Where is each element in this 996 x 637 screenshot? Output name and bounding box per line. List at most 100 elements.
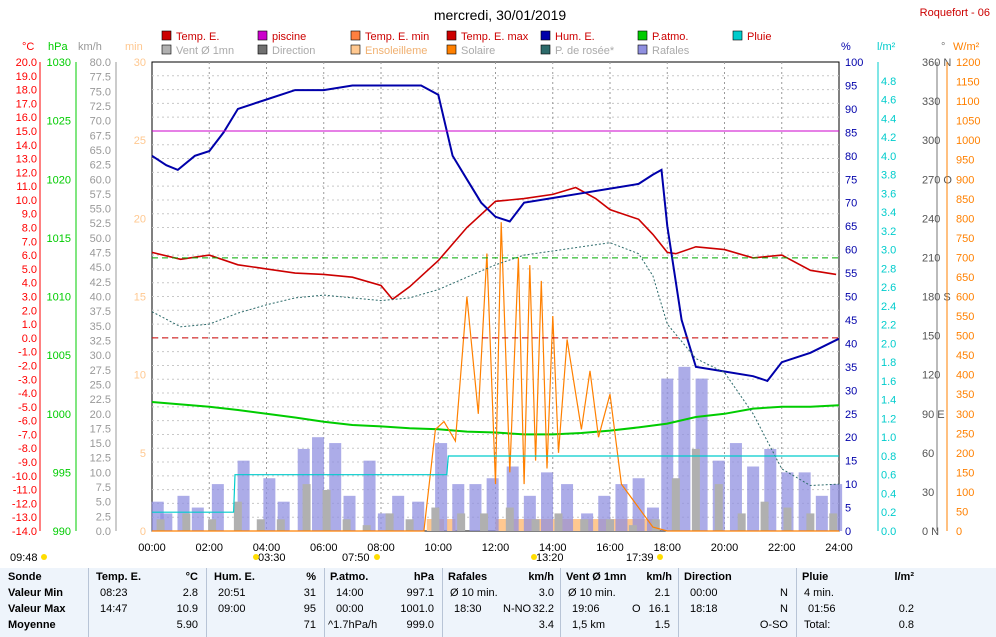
wind-tick-label: 65.0: [90, 145, 111, 157]
legend-label: Vent Ø 1mn: [176, 45, 234, 57]
summary-wind-max-dir: O: [632, 603, 641, 615]
legend-item: Temp. E.: [161, 30, 219, 43]
summary-temp-unit: °C: [185, 571, 198, 583]
rain-tick-label: 0.2: [881, 507, 896, 519]
wind-mean-bar: [806, 513, 815, 531]
solar-tick-label: 1150: [956, 77, 980, 89]
legend-label: Hum. E.: [555, 31, 595, 43]
temp-tick-label: -8.0: [18, 443, 37, 455]
legend-item: P. de rosée*: [540, 44, 615, 57]
solar-tick-label: 800: [956, 213, 974, 225]
legend-item: Solaire: [446, 44, 495, 57]
hum-tick-label: 80: [845, 151, 857, 163]
rain-tick-label: 4.2: [881, 132, 896, 144]
legend-swatch: [540, 44, 551, 55]
summary-gust-avg: 3.4: [538, 619, 554, 631]
wind-tick-label: 10.0: [90, 467, 111, 479]
temp-tick-label: 3.0: [22, 292, 37, 304]
chart-title: mercredi, 30/01/2019: [434, 7, 567, 23]
gust-bar: [191, 507, 204, 531]
sun-tick-label: 25: [134, 135, 146, 147]
wind-mean-bar: [505, 507, 514, 531]
wind-mean-bar: [580, 519, 589, 531]
series-p-de-ros-e: [151, 242, 840, 487]
summary-rain-total: 0.8: [898, 619, 914, 631]
wind-mean-bar: [405, 519, 414, 531]
summary-temp-title: Temp. E.: [96, 571, 142, 583]
rain-tick-label: 1.2: [881, 413, 896, 425]
wind-tick-label: 20.0: [90, 409, 111, 421]
rain-tick-label: 1.0: [881, 432, 896, 444]
rain-tick-label: 2.4: [881, 301, 896, 313]
sun-marker-dot: [253, 554, 259, 560]
sun-marker-dot: [374, 554, 380, 560]
summary-gust-max-time: 18:30: [454, 603, 482, 615]
summary-temp-min: 2.8: [182, 587, 198, 599]
wind-tick-label: 57.5: [90, 189, 111, 201]
x-tick-label: 02:00: [195, 542, 223, 554]
temp-tick-label: -7.0: [18, 429, 37, 441]
solar-tick-label: 900: [956, 174, 974, 186]
hum-tick-label: 10: [845, 479, 857, 491]
summary-wind-dist: 1,5 km: [572, 619, 606, 631]
summary-wind-max: 16.1: [648, 603, 670, 615]
wind-mean-bar: [208, 519, 217, 531]
sun-tick-label: 5: [140, 448, 146, 460]
summary-temp-avg: 5.90: [176, 619, 198, 631]
hum-tick-label: 30: [845, 385, 857, 397]
rain-tick-label: 0.8: [881, 451, 896, 463]
temp-tick-label: 1.0: [22, 319, 37, 331]
hum-tick-label: 50: [845, 292, 857, 304]
press-tick-label: 1015: [47, 233, 71, 245]
gust-bar: [615, 484, 628, 531]
temp-tick-label: -2.0: [18, 360, 37, 372]
sun-tick-label: 20: [134, 213, 146, 225]
wind-mean-bar: [156, 519, 165, 531]
summary-press-max-time: 00:00: [336, 603, 364, 615]
solar-tick-label: 250: [956, 428, 974, 440]
temp-tick-label: 0.0: [22, 333, 37, 345]
wind-tick-label: 70.0: [90, 116, 111, 128]
gust-bar: [486, 478, 499, 531]
wind-tick-label: 2.5: [96, 511, 111, 523]
sun-tick-label: 15: [134, 292, 146, 304]
legend-swatch: [446, 44, 457, 55]
wind-tick-label: 27.5: [90, 365, 111, 377]
unit-wind: km/h: [78, 41, 102, 53]
x-tick-label: 12:00: [482, 542, 510, 554]
solar-tick-label: 1100: [956, 96, 980, 108]
temp-tick-label: 20.0: [16, 57, 37, 69]
series-solaire: [152, 222, 839, 532]
wind-tick-label: 22.5: [90, 394, 111, 406]
summary-hum-avg: 71: [303, 619, 316, 631]
solar-tick-label: 600: [956, 292, 974, 304]
series-p-atmo: [151, 401, 840, 436]
wind-tick-label: 25.0: [90, 379, 111, 391]
gust-bar: [632, 478, 645, 531]
summary-wind-max-time: 19:06: [572, 603, 600, 615]
x-tick-label: 18:00: [653, 542, 681, 554]
summary-rain-max-time: 01:56: [808, 603, 836, 615]
solar-tick-label: 850: [956, 194, 974, 206]
x-tick-label: 10:00: [424, 542, 452, 554]
summary-wind-title: Vent Ø 1mn: [566, 571, 627, 583]
gust-bar: [263, 478, 276, 531]
temp-tick-label: -9.0: [18, 457, 37, 469]
rain-tick-label: 1.8: [881, 357, 896, 369]
unit-solar: W/m²: [953, 41, 980, 53]
wind-tick-label: 5.0: [96, 497, 111, 509]
sunshine-block: [446, 519, 456, 531]
unit-press: hPa: [48, 41, 68, 53]
rain-tick-label: 3.8: [881, 170, 896, 182]
legend: Temp. E. piscine Temp. E. min Temp. E. max H…: [161, 30, 771, 57]
wind-mean-bar: [457, 513, 466, 531]
wind-mean-bar: [671, 478, 680, 531]
rain-tick-label: 4.6: [881, 95, 896, 107]
legend-item: Pluie: [732, 30, 771, 43]
summary-gust-max-dir: N-NO: [503, 603, 532, 615]
legend-swatch: [257, 30, 268, 41]
hum-tick-label: 20: [845, 432, 857, 444]
unit-rain: l/m²: [877, 41, 896, 53]
hum-tick-label: 100: [845, 57, 863, 69]
wind-mean-bar: [276, 519, 285, 531]
